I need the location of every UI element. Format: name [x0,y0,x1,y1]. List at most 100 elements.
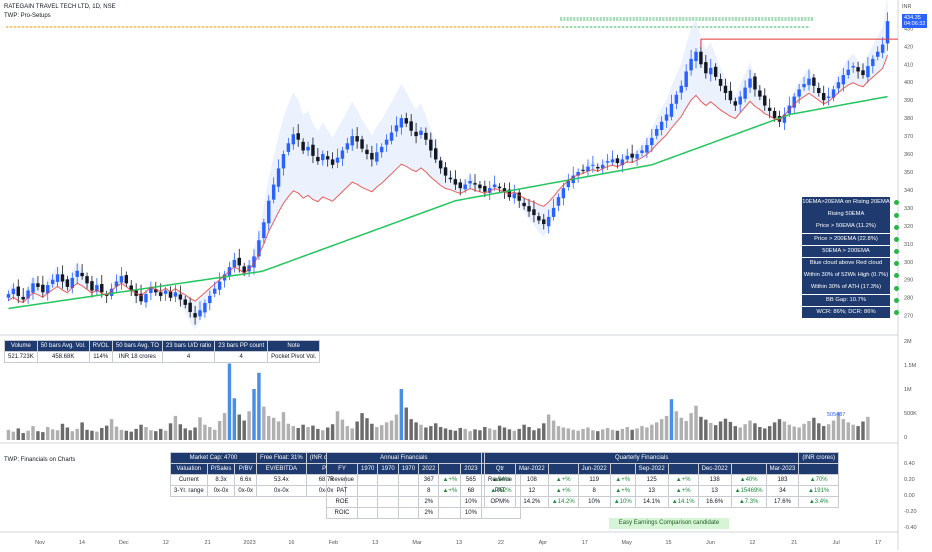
table-cell: 3-Yr. range [170,485,208,497]
signal-dot [30,26,33,28]
signal-dot [738,17,741,21]
volume-bar [674,411,679,440]
signal-dot [695,17,698,21]
table-header: 1970 [357,463,379,475]
table-row: Current 8.3x 6.6x 53.4x 68.7x [170,474,347,486]
table-cell: ▲14.1% [667,496,699,508]
candle-body [561,188,566,199]
signal-dot [721,17,724,21]
table-cell: 2% [418,496,440,508]
signal-dot [790,26,793,28]
volume-bar [473,429,477,440]
candle-body [713,66,718,77]
volume-bar [325,427,330,440]
currency-label: INR [902,4,912,10]
signal-dot [802,26,805,28]
x-tick-label: Jul [833,540,840,546]
candle-body [772,110,777,119]
osc-axis-label: 0.20 [904,477,915,483]
candle-body [173,292,178,297]
table-cell: ▲70% [798,474,839,486]
table-cell [438,507,462,519]
volume-bar [109,419,114,440]
signal-dot [762,26,765,28]
table-title: Quarterly Financials [483,452,800,464]
candle-body [610,159,615,163]
candle-body [679,85,683,93]
candle-body [65,279,70,287]
signal-dot [675,17,678,21]
signal-dot [668,17,672,21]
volume-bar [767,426,772,440]
table-row: Revenue 108 ▲+% 119 ▲+% 125 ▲+% 138 ▲40% 183 ▲70% [483,474,839,486]
signal-dot [791,17,794,21]
table-cell [397,474,420,486]
candle-body [812,77,816,86]
signal-dot [194,26,197,28]
volume-bar [802,423,806,440]
candle-body [527,206,531,212]
signal-dot [550,26,553,28]
table-cell: 458.68K [36,351,90,363]
candle-body [831,89,836,98]
signal-dot [162,26,165,28]
volume-tag: 505487 [827,412,846,418]
volume-axis-label: 1.5M [904,363,917,369]
signal-dot [784,17,787,21]
volume-bar [129,431,133,440]
candle-body [370,152,374,160]
candle-body [75,270,79,277]
checklist-item: Rising 50EMA [802,209,902,221]
signal-dot [761,17,764,21]
volume-bar [281,412,286,440]
candle-body [856,67,860,72]
signal-dot [78,26,81,28]
volume-bar [144,427,148,440]
candle-body [36,283,40,287]
osc-axis-label: 0.00 [904,493,915,499]
candle-body [365,149,369,155]
candle-body [458,182,462,189]
x-tick-label: 2023 [243,540,255,546]
table-cell: 10% [460,507,482,519]
volume-bar [787,424,792,440]
signal-dot [774,17,777,21]
table-header: P/BV [234,463,258,475]
candle-body [419,130,423,136]
volume-bar [90,430,94,440]
table-header: 50 bars Avg. Vol. [36,340,90,352]
signal-dot [569,17,573,21]
candle-body [635,154,639,159]
x-tick-label: 15 [666,540,672,546]
signal-dot [626,17,629,21]
checklist-label: WCR: 86%; DCR: 86% [802,306,890,319]
signal-dot [726,26,729,28]
volume-bar [655,422,659,440]
signal-dot [731,17,734,21]
volume-bar [512,430,517,440]
signal-dot [66,26,69,28]
candle-body [124,275,129,284]
table-header: 2023 [460,463,482,475]
signal-dot [722,26,725,28]
signal-dot [130,26,133,28]
signal-dot [190,26,193,28]
signal-dot [706,26,709,28]
signal-dot [358,26,361,28]
volume-bar [817,423,821,440]
candle-body [478,184,482,189]
signal-dot [242,26,245,28]
signal-dot [710,26,713,28]
signal-dot [770,26,773,28]
volume-bar [213,429,217,440]
table-row: PAT 8 ▲+% 68 ▲752% [325,485,522,497]
signal-dot [442,26,445,28]
table-header: FY [325,463,359,475]
volume-bar [350,428,354,440]
signal-dot [610,26,613,28]
volume-bar [684,420,688,440]
volume-bar [316,428,320,440]
table-cell: 13 [697,485,732,497]
